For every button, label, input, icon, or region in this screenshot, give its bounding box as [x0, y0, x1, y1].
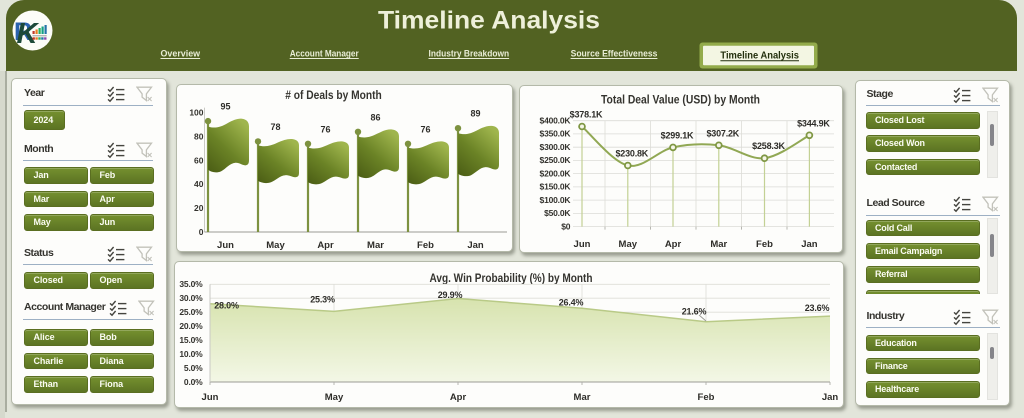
svg-text:Mar: Mar [710, 239, 727, 250]
svg-text:15.0%: 15.0% [179, 335, 203, 345]
svg-text:$50.0K: $50.0K [544, 208, 571, 218]
svg-text:Apr: Apr [665, 239, 682, 250]
svg-text:76: 76 [420, 124, 430, 134]
svg-text:May: May [619, 239, 638, 250]
svg-text:$0: $0 [561, 221, 571, 231]
svg-text:$344.9K: $344.9K [797, 118, 830, 128]
svg-text:25.3%: 25.3% [310, 295, 335, 305]
svg-text:$299.1K: $299.1K [661, 130, 694, 140]
svg-text:Account Manager: Account Manager [290, 49, 359, 59]
svg-text:28.0%: 28.0% [214, 301, 239, 311]
svg-text:0.0%: 0.0% [184, 377, 203, 387]
svg-text:Feb: Feb [698, 392, 715, 403]
svg-text:$258.3K: $258.3K [752, 141, 785, 151]
svg-text:Timeline Analysis: Timeline Analysis [378, 7, 600, 35]
svg-text:29.9%: 29.9% [438, 290, 463, 300]
svg-text:Feb: Feb [417, 240, 434, 251]
svg-text:$300.0K: $300.0K [540, 142, 572, 152]
svg-text:Apr: Apr [317, 240, 334, 251]
svg-text:R: R [14, 18, 32, 46]
svg-text:$150.0K: $150.0K [540, 182, 572, 192]
svg-text:Timeline Analysis: Timeline Analysis [720, 51, 799, 62]
svg-text:Overview: Overview [161, 49, 202, 59]
svg-text:$250.0K: $250.0K [540, 155, 572, 165]
svg-text:60: 60 [194, 155, 204, 165]
svg-text:95: 95 [220, 102, 230, 112]
svg-text:Industry Breakdown: Industry Breakdown [429, 49, 510, 59]
svg-text:Apr: Apr [450, 392, 467, 403]
svg-text:78: 78 [270, 122, 280, 132]
svg-text:89: 89 [470, 109, 480, 119]
svg-text:0: 0 [199, 227, 204, 237]
svg-text:86: 86 [370, 112, 380, 122]
svg-text:30.0%: 30.0% [179, 293, 203, 303]
svg-text:76: 76 [320, 124, 330, 134]
svg-text:Source Effectiveness: Source Effectiveness [571, 49, 658, 59]
svg-text:23.6%: 23.6% [805, 303, 830, 313]
svg-text:100: 100 [189, 108, 203, 118]
svg-text:Jan: Jan [467, 240, 484, 251]
svg-text:25.0%: 25.0% [179, 307, 203, 317]
svg-text:$350.0K: $350.0K [540, 129, 572, 139]
svg-text:35.0%: 35.0% [179, 279, 203, 289]
svg-text:May: May [325, 392, 344, 403]
svg-text:Jan: Jan [822, 392, 839, 403]
svg-text:5.0%: 5.0% [184, 363, 203, 373]
svg-text:10.0%: 10.0% [179, 349, 203, 359]
svg-text:$400.0K: $400.0K [540, 116, 572, 126]
svg-text:Mar: Mar [574, 392, 591, 403]
svg-text:Mar: Mar [367, 240, 384, 251]
svg-text:$378.1K: $378.1K [570, 110, 603, 120]
svg-text:Jun: Jun [574, 239, 591, 250]
svg-text:26.4%: 26.4% [559, 298, 584, 308]
svg-text:Feb: Feb [756, 239, 773, 250]
svg-text:Total Deal Value (USD) by Mont: Total Deal Value (USD) by Month [601, 93, 760, 107]
svg-text:Jan: Jan [801, 239, 818, 250]
svg-text:$230.8K: $230.8K [615, 149, 648, 159]
svg-text:21.6%: 21.6% [682, 307, 707, 317]
svg-text:20.0%: 20.0% [179, 321, 203, 331]
svg-text:K: K [17, 18, 40, 50]
svg-text:40: 40 [194, 179, 204, 189]
svg-text:# of Deals by Month: # of Deals by Month [285, 88, 381, 102]
svg-text:$200.0K: $200.0K [540, 168, 572, 178]
svg-text:Jun: Jun [202, 392, 219, 403]
svg-text:May: May [266, 240, 285, 251]
svg-text:$307.2K: $307.2K [706, 128, 739, 138]
svg-text:20: 20 [194, 203, 204, 213]
svg-text:$100.0K: $100.0K [540, 195, 572, 205]
svg-text:Avg. Win Probability (%) by Mo: Avg. Win Probability (%) by Month [430, 271, 593, 285]
svg-text:80: 80 [194, 132, 204, 142]
svg-text:Jun: Jun [217, 240, 234, 251]
